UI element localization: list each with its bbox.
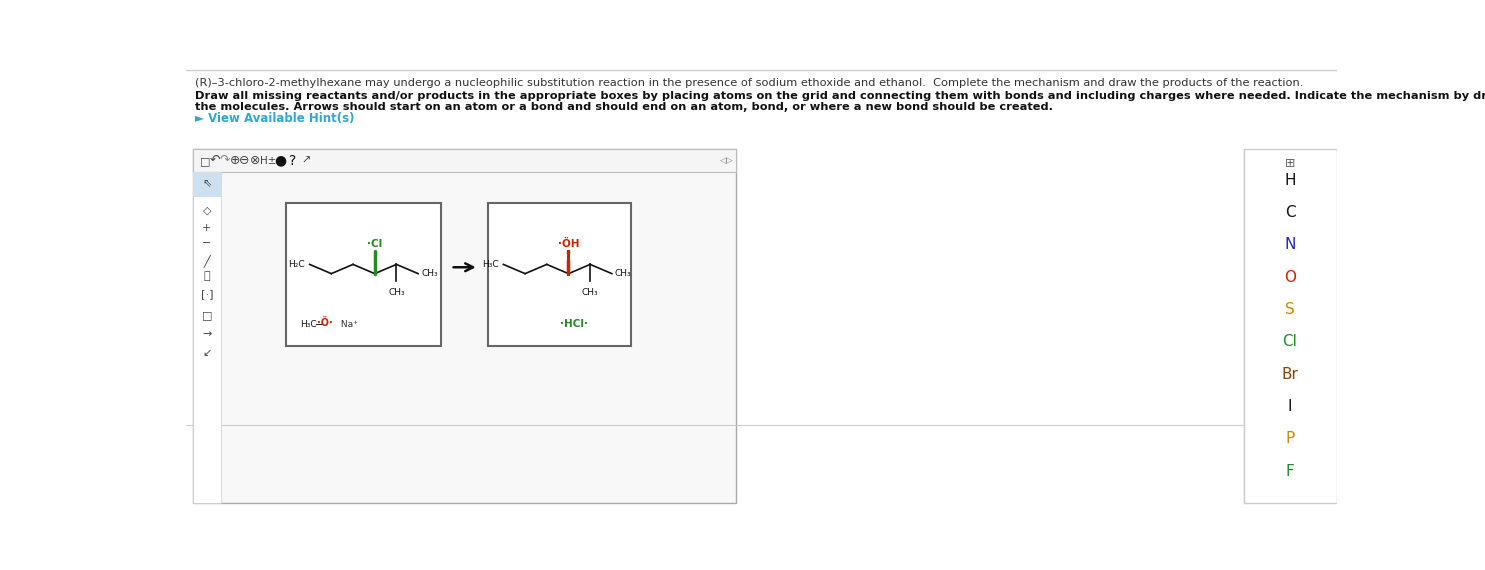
Bar [193, 172, 220, 197]
Text: ·Cl: ·Cl [367, 239, 382, 250]
Bar [489, 203, 631, 345]
Text: ↗: ↗ [301, 156, 310, 166]
Text: Draw all missing reactants and/or products in the appropriate boxes by placing a: Draw all missing reactants and/or produc… [195, 91, 1485, 101]
Text: ─: ─ [315, 319, 322, 329]
Text: H: H [1285, 173, 1296, 188]
Text: CH₃: CH₃ [388, 287, 405, 296]
Text: C: C [1285, 205, 1295, 220]
Text: ↙: ↙ [202, 348, 212, 359]
Text: +: + [202, 223, 212, 233]
Bar [193, 149, 737, 503]
Text: F: F [1286, 463, 1295, 479]
Text: ⊞: ⊞ [1285, 157, 1295, 170]
Text: ?: ? [290, 154, 296, 168]
Text: −: − [202, 238, 212, 248]
Text: →: → [202, 329, 212, 339]
Text: ╱: ╱ [203, 254, 211, 267]
Text: CH₃: CH₃ [422, 269, 438, 278]
Text: the molecules. Arrows should start on an atom or a bond and should end on an ato: the molecules. Arrows should start on an… [195, 101, 1053, 112]
Text: I: I [1287, 399, 1292, 414]
Text: O: O [1285, 270, 1296, 284]
Bar [193, 149, 737, 172]
Text: □: □ [200, 156, 211, 166]
Text: ·Ö·: ·Ö· [318, 318, 333, 328]
Text: H±: H± [260, 156, 276, 166]
Text: [·]: [·] [200, 289, 214, 299]
Text: Cl: Cl [1283, 334, 1298, 349]
Text: ⊖: ⊖ [239, 154, 249, 168]
Text: S: S [1285, 302, 1295, 317]
Text: ●: ● [275, 154, 287, 168]
Text: CH₃: CH₃ [615, 269, 631, 278]
Text: (R)–3-chloro-2-methylhexane may undergo a nucleophilic substitution reaction in : (R)–3-chloro-2-methylhexane may undergo … [195, 79, 1304, 88]
Bar [287, 203, 441, 345]
Text: □: □ [202, 310, 212, 320]
Text: ↶: ↶ [209, 154, 220, 168]
Text: N: N [1285, 237, 1296, 253]
Text: ◁▷: ◁▷ [720, 156, 734, 165]
Text: Br: Br [1282, 367, 1298, 381]
Bar [193, 172, 220, 503]
Text: H₂C: H₂C [288, 260, 304, 269]
Text: ► View Available Hint(s): ► View Available Hint(s) [195, 112, 355, 125]
Text: ⊗: ⊗ [249, 154, 261, 168]
Text: ⇖: ⇖ [202, 180, 212, 190]
Text: CH₃: CH₃ [582, 287, 598, 296]
Text: Na⁺: Na⁺ [337, 320, 358, 328]
Text: ↷: ↷ [220, 154, 230, 168]
Text: H₃C: H₃C [300, 320, 316, 328]
Text: H₃C: H₃C [483, 260, 499, 269]
Text: ◇: ◇ [202, 206, 211, 216]
Text: ·HCl·: ·HCl· [560, 319, 588, 329]
Bar [1243, 149, 1336, 503]
Text: 〰: 〰 [203, 271, 211, 282]
Text: P: P [1286, 431, 1295, 446]
Text: ·ÖH: ·ÖH [558, 239, 579, 250]
Text: ⊕: ⊕ [230, 154, 241, 168]
